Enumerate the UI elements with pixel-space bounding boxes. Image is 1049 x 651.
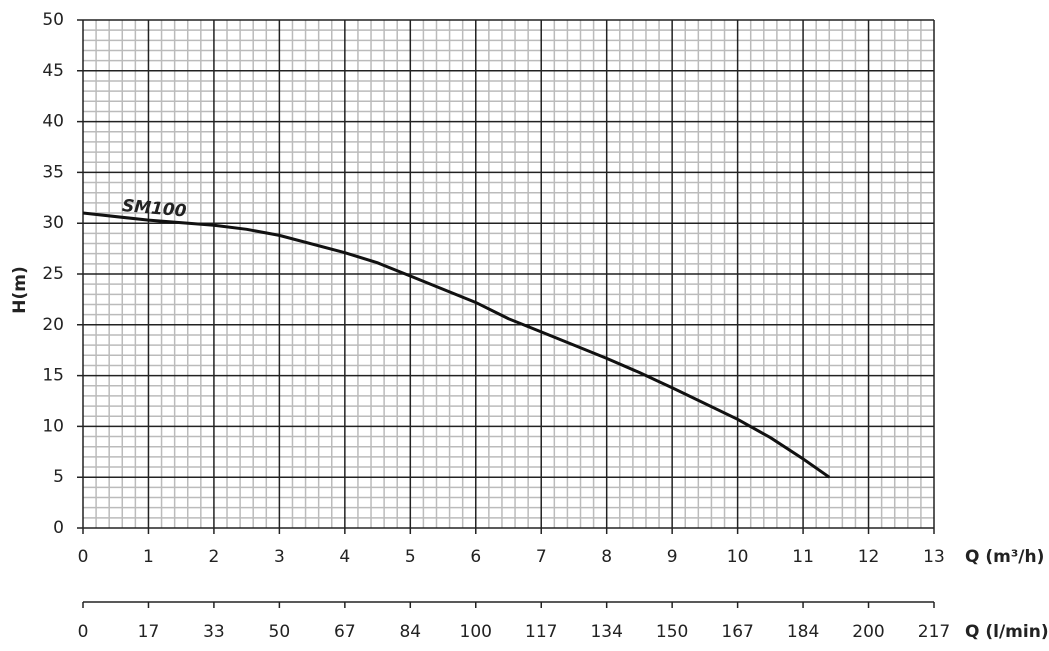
x2-axis-title: Q (l/min) (965, 622, 1049, 642)
x2-tick-label: 100 (460, 622, 492, 642)
y-tick-label: 15 (42, 366, 64, 386)
x2-tick-label: 184 (787, 622, 819, 642)
y-axis-title: H(m) (10, 266, 30, 313)
x-tick-label: 1 (143, 547, 154, 567)
x-tick-label: 9 (667, 547, 678, 567)
y-tick-label: 25 (42, 264, 64, 284)
x-tick-label: 12 (858, 547, 880, 567)
x-tick-label: 7 (536, 547, 547, 567)
y-tick-label: 45 (42, 61, 64, 81)
y-tick-label: 0 (53, 518, 64, 538)
x2-tick-label: 17 (138, 622, 160, 642)
y-tick-label: 5 (53, 467, 64, 487)
x-tick-label: 11 (792, 547, 814, 567)
x-tick-label: 3 (274, 547, 285, 567)
y-tick-label: 10 (42, 416, 64, 436)
x2-tick-label: 84 (399, 622, 421, 642)
x-tick-label: 6 (470, 547, 481, 567)
x2-tick-label: 50 (269, 622, 291, 642)
y-tick-label: 20 (42, 315, 64, 335)
x-tick-label: 10 (727, 547, 749, 567)
x2-tick-label: 0 (78, 622, 89, 642)
x2-tick-label: 217 (918, 622, 950, 642)
x-axis-title: Q (m³/h) (965, 547, 1044, 567)
x-tick-label: 8 (601, 547, 612, 567)
y-tick-label: 50 (42, 10, 64, 30)
y-tick-label: 30 (42, 213, 64, 233)
x-tick-label: 5 (405, 547, 416, 567)
x2-tick-label: 200 (852, 622, 884, 642)
x2-tick-label: 167 (721, 622, 753, 642)
y-tick-label: 35 (42, 162, 64, 182)
x2-tick-label: 33 (203, 622, 225, 642)
x-tick-label: 2 (209, 547, 220, 567)
x2-tick-label: 67 (334, 622, 356, 642)
y-tick-label: 40 (42, 112, 64, 132)
x2-tick-label: 150 (656, 622, 688, 642)
x-tick-label: 0 (78, 547, 89, 567)
x-tick-label: 4 (339, 547, 350, 567)
x2-tick-label: 117 (525, 622, 557, 642)
curve (82, 211, 831, 479)
x-tick-label: 13 (923, 547, 945, 567)
x2-tick-label: 134 (590, 622, 622, 642)
